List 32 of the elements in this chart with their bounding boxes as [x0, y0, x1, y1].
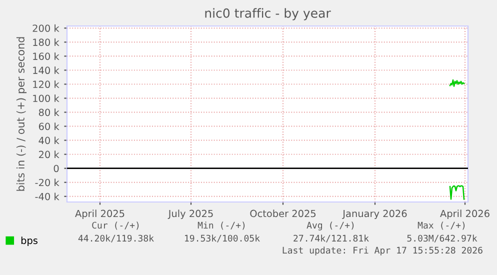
text: 27.74k/121.81k: [294, 234, 369, 242]
y-tick-label: 20 k: [38, 150, 60, 158]
text: 5.03M/642.97k: [407, 234, 478, 242]
x-tick-label: January 2026: [342, 210, 407, 220]
y-tick-label: 60 k: [38, 122, 60, 130]
y-tick-label: -40 k: [35, 192, 60, 200]
y-tick-label: 0: [54, 164, 59, 172]
y-tick-label: 160 k: [33, 52, 60, 60]
text: Cur (-/+): [92, 222, 139, 230]
text: Avg (-/+): [306, 222, 354, 230]
text: 44.20k/119.38k: [78, 234, 154, 242]
text: 19.53k/100.05k: [185, 234, 260, 242]
y-tick-label: 100 k: [33, 94, 60, 102]
y-tick-label: -20 k: [35, 178, 60, 186]
x-tick-label: October 2025: [250, 210, 316, 218]
chart-title: nic0 traffic - by year: [205, 8, 331, 20]
y-tick-label: 120 k: [33, 80, 60, 88]
line-series: [449, 79, 465, 87]
y-tick-label: 180 k: [33, 38, 60, 46]
y-axis-title: bits in (-) / out (+) per second: [16, 37, 27, 191]
text: Min (-/+): [198, 222, 245, 230]
legend-label: bps: [21, 236, 38, 246]
x-tick-label: April 2025: [75, 210, 124, 220]
x-tick-label: July 2025: [168, 210, 213, 220]
line-series: [449, 185, 465, 200]
text: Max (-/+): [418, 222, 465, 230]
x-tick-label: April 2026: [440, 210, 490, 220]
text: Last update: Fri Apr 17 15:55:28 2026: [282, 246, 482, 256]
y-tick-label: 80 k: [38, 108, 60, 116]
y-tick-label: 140 k: [33, 66, 60, 74]
y-tick-label: 40 k: [38, 136, 60, 144]
y-tick-label: 200 k: [32, 24, 60, 32]
